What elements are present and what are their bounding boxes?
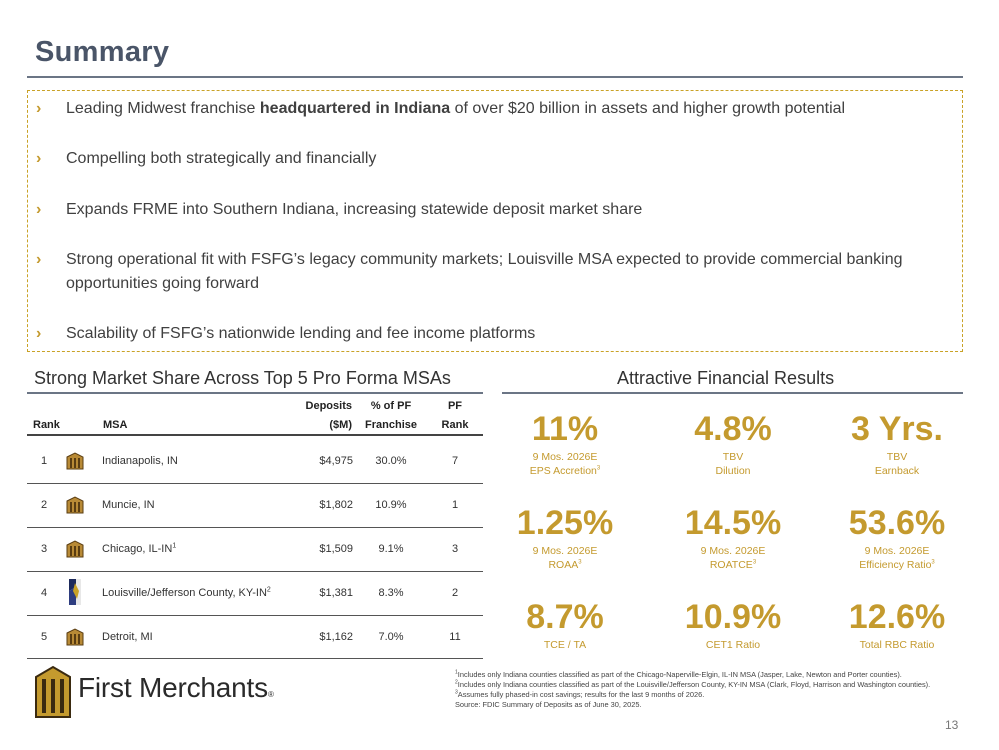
footnote: 2Includes only Indiana counties classifi… bbox=[455, 679, 931, 689]
row-divider bbox=[27, 615, 483, 616]
chevron-right-icon: › bbox=[36, 251, 42, 268]
row-divider bbox=[27, 483, 483, 484]
cell-msa: Chicago, IL-IN1 bbox=[102, 542, 177, 555]
first-savings-logo-icon bbox=[67, 577, 83, 607]
cell-deposits: $1,162 bbox=[319, 631, 353, 643]
first-merchants-building-icon bbox=[66, 540, 84, 558]
col-header-msa: MSA bbox=[103, 419, 128, 431]
cell-rank: 3 bbox=[41, 543, 48, 555]
cell-deposits: $4,975 bbox=[319, 455, 353, 467]
chevron-right-icon: › bbox=[36, 201, 42, 218]
cell-pct-franchise: 10.9% bbox=[375, 499, 407, 511]
metric-tce-ta: 8.7% TCE / TA bbox=[526, 598, 604, 651]
col-header-pct-franchise: % of PF Franchise bbox=[365, 400, 417, 431]
first-merchants-building-icon bbox=[66, 628, 84, 646]
cell-deposits: $1,802 bbox=[319, 499, 353, 511]
chevron-right-icon: › bbox=[36, 325, 42, 342]
market-share-divider bbox=[27, 392, 483, 394]
bullet-item: › Leading Midwest franchise headquartere… bbox=[36, 97, 946, 121]
cell-msa: Louisville/Jefferson County, KY-IN2 bbox=[102, 586, 271, 599]
first-merchants-building-icon bbox=[66, 496, 84, 514]
market-share-heading: Strong Market Share Across Top 5 Pro For… bbox=[34, 368, 451, 388]
table-row: 1 Indianapolis, IN $4,975 30.0% 7 bbox=[27, 439, 483, 483]
table-row: 3 Chicago, IL-IN1 $1,509 9.1% 3 bbox=[27, 527, 483, 571]
chevron-right-icon: › bbox=[36, 150, 42, 167]
first-merchants-building-icon bbox=[66, 452, 84, 470]
footnotes: 1Includes only Indiana counties classifi… bbox=[455, 670, 955, 710]
row-divider bbox=[27, 658, 483, 659]
cell-pf-rank: 1 bbox=[451, 499, 459, 511]
bullet-item: › Strong operational fit with FSFG’s leg… bbox=[36, 248, 936, 296]
cell-rank: 2 bbox=[41, 499, 48, 511]
footnote: 1Includes only Indiana counties classifi… bbox=[455, 669, 902, 679]
summary-bullet-box: › Leading Midwest franchise headquartere… bbox=[27, 90, 963, 352]
table-row: 4 Louisville/Jefferson County, KY-IN2 $1… bbox=[27, 571, 483, 615]
table-header-divider bbox=[27, 434, 483, 436]
cell-pf-rank: 11 bbox=[449, 631, 461, 643]
cell-rank: 4 bbox=[41, 587, 48, 599]
financial-results-heading: Attractive Financial Results bbox=[617, 368, 835, 388]
financial-results-divider bbox=[502, 392, 963, 394]
metric-total-rbc-ratio: 12.6% Total RBC Ratio bbox=[848, 598, 946, 651]
metric-roaa: 1.25% 9 Mos. 2026E ROAA3 bbox=[516, 504, 614, 571]
bullet-item: › Scalability of FSFG’s nationwide lendi… bbox=[36, 322, 946, 346]
metric-efficiency-ratio: 53.6% 9 Mos. 2026E Efficiency Ratio3 bbox=[848, 504, 946, 571]
row-divider bbox=[27, 527, 483, 528]
col-header-rank: Rank bbox=[33, 419, 60, 431]
cell-pct-franchise: 8.3% bbox=[378, 587, 404, 599]
chevron-right-icon: › bbox=[36, 100, 42, 117]
table-row: 2 Muncie, IN $1,802 10.9% 1 bbox=[27, 483, 483, 527]
footnote: Source: FDIC Summary of Deposits as of J… bbox=[455, 700, 642, 709]
metric-tbv-dilution: 4.8% TBV Dilution bbox=[694, 410, 772, 477]
cell-pct-franchise: 30.0% bbox=[375, 455, 407, 467]
cell-deposits: $1,381 bbox=[319, 587, 353, 599]
cell-msa: Indianapolis, IN bbox=[102, 455, 178, 467]
cell-pct-franchise: 7.0% bbox=[378, 631, 404, 643]
metric-cet1-ratio: 10.9% CET1 Ratio bbox=[684, 598, 782, 651]
cell-msa: Muncie, IN bbox=[102, 499, 155, 511]
cell-pf-rank: 3 bbox=[451, 543, 459, 555]
first-merchants-logo-icon bbox=[35, 665, 71, 718]
metric-eps-accretion: 11% 9 Mos. 2026E EPS Accretion3 bbox=[529, 410, 601, 477]
metric-tbv-earnback: 3 Yrs. TBV Earnback bbox=[850, 410, 943, 477]
metric-roatce: 14.5% 9 Mos. 2026E ROATCE3 bbox=[684, 504, 782, 571]
cell-pct-franchise: 9.1% bbox=[378, 543, 404, 555]
col-header-pf-rank: PF Rank bbox=[441, 400, 469, 431]
cell-rank: 1 bbox=[41, 455, 48, 467]
title-divider bbox=[27, 76, 963, 78]
cell-rank: 5 bbox=[41, 631, 48, 643]
row-divider bbox=[27, 571, 483, 572]
bullet-item: › Expands FRME into Southern Indiana, in… bbox=[36, 198, 946, 222]
page-title: Summary bbox=[35, 36, 170, 68]
col-header-deposits: Deposits ($M) bbox=[305, 400, 352, 431]
footnote: 3Assumes fully phased-in cost savings; r… bbox=[455, 689, 705, 699]
bullet-item: › Compelling both strategically and fina… bbox=[36, 147, 946, 171]
cell-pf-rank: 2 bbox=[451, 587, 459, 599]
table-row: 5 Detroit, MI $1,162 7.0% 11 bbox=[27, 615, 483, 659]
logo-wordmark: First Merchants® bbox=[78, 672, 274, 703]
page-number: 13 bbox=[945, 718, 959, 732]
cell-deposits: $1,509 bbox=[319, 543, 353, 555]
cell-pf-rank: 7 bbox=[451, 455, 459, 467]
cell-msa: Detroit, MI bbox=[102, 631, 153, 643]
